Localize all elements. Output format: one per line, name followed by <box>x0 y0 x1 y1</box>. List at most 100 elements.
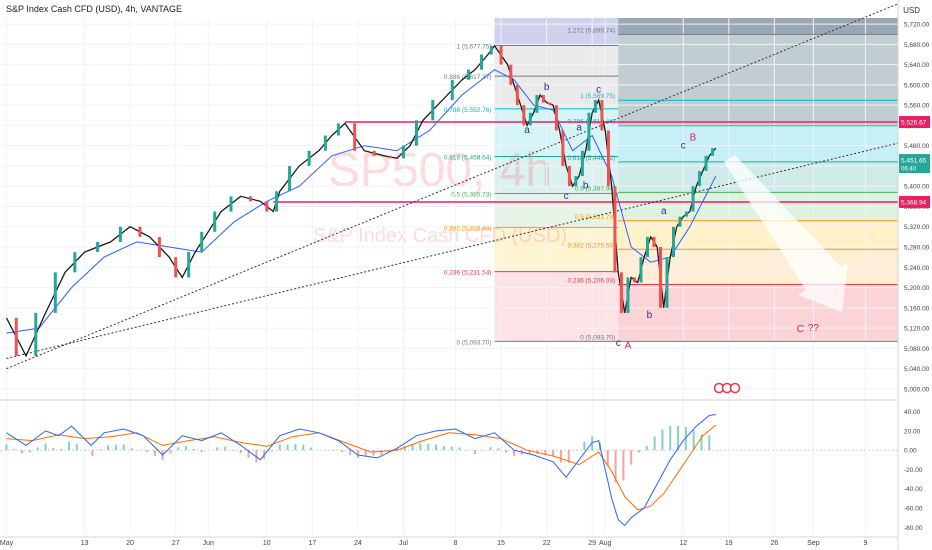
x-tick-label-1: 13 <box>81 540 89 547</box>
fib-right-label-5: 0.5 (5,331.73) <box>575 214 615 221</box>
candle-47 <box>606 130 610 187</box>
macd-tick-label-1: 20.00 <box>904 428 921 435</box>
candle-52 <box>639 257 643 283</box>
candle-40 <box>561 130 565 166</box>
candle-61 <box>698 171 702 187</box>
zone-fib-1272-0786 <box>618 34 898 126</box>
wave-label-6: c <box>616 338 621 349</box>
candle-38 <box>548 102 552 106</box>
wave-label-4: b <box>583 181 589 192</box>
candle-22 <box>372 150 376 156</box>
zone-right-3 <box>618 220 898 250</box>
candle-45 <box>593 100 597 113</box>
candle-63 <box>711 148 715 156</box>
candle-9 <box>174 257 178 278</box>
zone-left-4 <box>494 271 619 342</box>
macd-hist-bar <box>419 443 422 451</box>
macd-hist-bar <box>380 450 383 455</box>
macd-hist-bar <box>302 444 305 451</box>
macd-hist-bar <box>700 434 703 451</box>
zone-top-left <box>494 18 619 46</box>
y-tick-label-12: 5,480.00 <box>904 143 930 150</box>
candle-10 <box>187 252 191 278</box>
candle-53 <box>645 236 649 258</box>
macd-hist-bar <box>21 450 24 454</box>
macd-hist-bar <box>177 447 180 451</box>
candle-2 <box>34 312 38 356</box>
macd-hist-bar <box>278 444 281 451</box>
fib-left-label-3: 0.618 (5,458.64) <box>444 155 492 162</box>
macd-tick-label-0: 40.00 <box>904 409 921 416</box>
candle-49 <box>619 272 623 313</box>
macd-line <box>6 414 716 527</box>
candle-51 <box>632 277 636 283</box>
macd-hist-bar <box>630 450 633 465</box>
macd-hist-bar <box>622 450 625 481</box>
news-marker-2 <box>729 382 741 394</box>
macd-hist-bar <box>271 450 274 452</box>
macd-hist-bar <box>552 450 555 456</box>
x-tick-label-11: 22 <box>543 540 551 547</box>
trendline-channel <box>6 3 899 370</box>
macd-hist-bar <box>427 444 430 451</box>
candle-8 <box>157 236 161 258</box>
macd-hist-bar <box>669 426 672 451</box>
candle-43 <box>580 150 584 177</box>
candle-31 <box>499 45 503 65</box>
macd-tick-label-4: -40.00 <box>904 486 923 493</box>
macd-hist-bar <box>52 448 55 451</box>
candle-60 <box>691 186 695 212</box>
macd-hist-bar <box>36 447 39 451</box>
candle-23 <box>388 155 392 159</box>
macd-hist-bar <box>364 450 367 457</box>
macd-hist-bar <box>645 446 648 451</box>
macd-tick-label-5: -60.00 <box>904 506 923 513</box>
x-tick-label-0: May <box>0 540 14 547</box>
macd-hist-bar <box>544 450 547 456</box>
watermark-symbol: SP500, 4h <box>328 144 552 197</box>
candle-57 <box>672 226 675 258</box>
macd-hist-bar <box>684 427 687 451</box>
macd-hist-bar <box>185 445 188 451</box>
candle-26 <box>431 100 435 121</box>
macd-hist-bar <box>5 444 8 451</box>
macd-tick-label-3: -20.00 <box>904 467 923 474</box>
price-tag-bg-2 <box>899 195 930 208</box>
fib-left-label-7: 0 (5,093.70) <box>456 339 491 346</box>
x-tick-label-7: 24 <box>354 540 362 547</box>
macd-hist-bar <box>153 450 156 456</box>
x-tick-label-13: Aug <box>599 540 612 547</box>
macd-hist-bar <box>497 448 500 451</box>
y-tick-label-16: 5,640.00 <box>904 62 930 69</box>
wave-label-7: A <box>625 340 632 351</box>
fib-left-label-2: 0.786 (5,552.76) <box>444 107 492 114</box>
macd-hist-bar <box>528 450 531 454</box>
macd-hist-bar <box>239 450 242 454</box>
macd-hist-bar <box>513 450 516 456</box>
candle-62 <box>704 155 708 172</box>
wave-label-3: a <box>576 122 582 133</box>
macd-hist-bar <box>614 450 617 483</box>
y-tick-label-10: 5,400.00 <box>904 184 930 191</box>
macd-hist-bar <box>653 436 656 451</box>
candle-6 <box>118 226 122 242</box>
x-tick-label-14: 12 <box>679 540 687 547</box>
macd-hist-bar <box>114 444 117 451</box>
candle-29 <box>480 54 484 70</box>
macd-hist-bar <box>661 429 664 451</box>
macd-hist-bar <box>122 444 125 451</box>
candle-24 <box>401 145 405 159</box>
macd-hist-bar <box>372 450 375 456</box>
projection-arrow <box>724 155 848 312</box>
macd-hist-bar <box>200 450 203 453</box>
macd-hist-bar <box>567 450 570 463</box>
price-tag-sub-1: 06:40 <box>901 167 917 173</box>
macd-hist-bar <box>559 450 562 463</box>
candle-11 <box>200 231 204 253</box>
candle-37 <box>541 95 545 103</box>
macd-hist-bar <box>91 450 94 457</box>
y-tick-label-17: 5,680.00 <box>904 42 930 49</box>
macd-hist-bar <box>130 448 133 451</box>
zone-left-1 <box>494 156 619 194</box>
